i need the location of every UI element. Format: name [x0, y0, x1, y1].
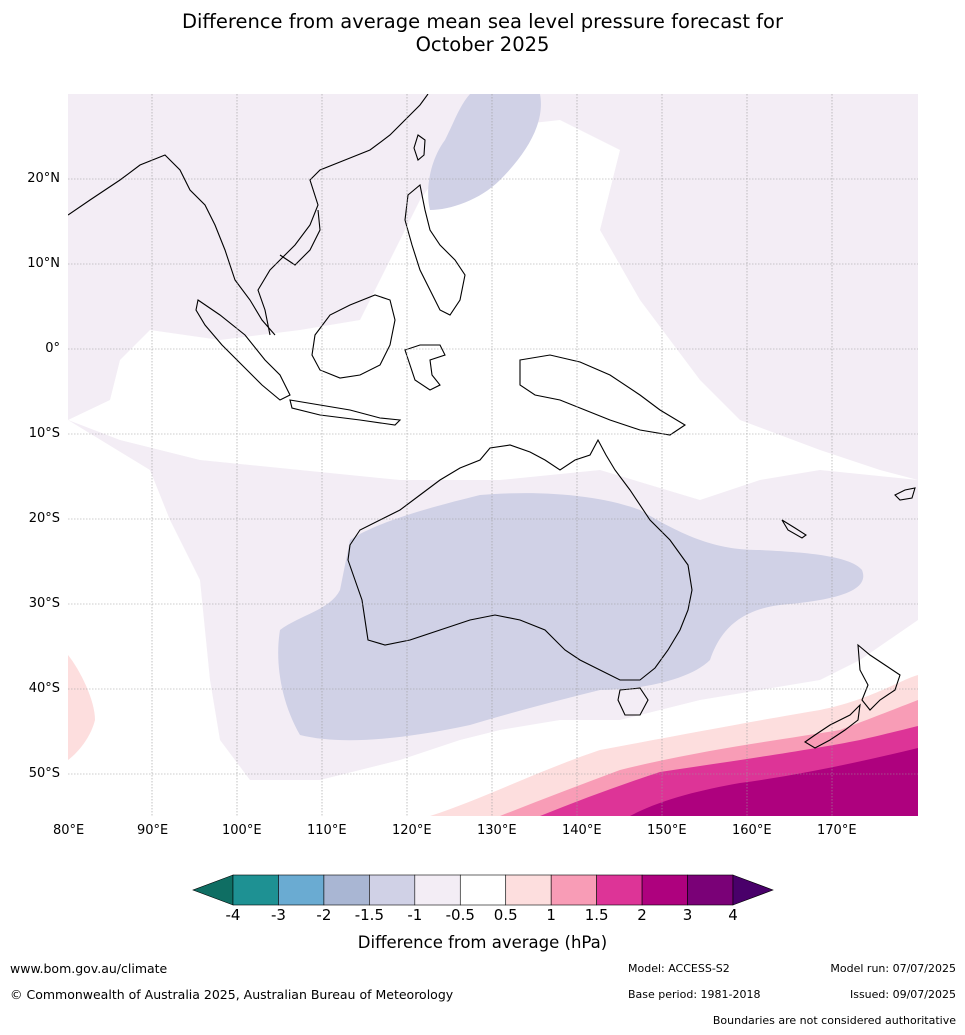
colorbar-tick-label: 1	[546, 906, 556, 924]
coastline-australia	[347, 438, 693, 681]
coastline-sulawesi	[404, 344, 446, 391]
colorbar-swatch	[687, 874, 734, 906]
colorbar-swatch	[278, 874, 325, 906]
colorbar	[192, 874, 774, 906]
lat-label: 50°S	[28, 766, 60, 781]
colorbar-tick-label: -2	[316, 906, 332, 924]
lat-label: 40°S	[28, 681, 60, 696]
anomaly-region-moderate-negative-australia	[278, 493, 864, 741]
lon-label: 90°E	[137, 823, 169, 838]
lat-label: 20°S	[28, 511, 60, 526]
copyright-text: © Commonwealth of Australia 2025, Austra…	[10, 987, 454, 1002]
colorbar-tick-label: 2	[637, 906, 647, 924]
colorbar-swatch	[369, 874, 416, 906]
lon-label: 110°E	[307, 823, 347, 838]
coastline-philippines	[404, 183, 466, 316]
colorbar-tick-label: -1	[407, 906, 423, 924]
colorbar-tick-label: -1.5	[354, 906, 384, 924]
map-title: Difference from average mean sea level p…	[0, 10, 965, 56]
colorbar-tick-label: -4	[225, 906, 241, 924]
base-period: Base period: 1981-2018	[628, 988, 761, 1001]
colorbar-tick-label: 4	[728, 906, 738, 924]
colorbar-title: Difference from average (hPa)	[357, 933, 608, 952]
lon-label: 170°E	[817, 823, 857, 838]
coastline-new-zealand-south	[803, 703, 861, 749]
coastline-new-zealand-north	[857, 643, 901, 711]
coastline-tasmania	[617, 687, 649, 716]
colorbar-tick-label: 0.5	[493, 906, 518, 924]
lon-label: 130°E	[477, 823, 517, 838]
lon-label: 150°E	[647, 823, 687, 838]
lon-label: 80°E	[53, 823, 85, 838]
colorbar-swatch	[459, 874, 507, 906]
colorbar-swatch	[414, 874, 461, 906]
lon-label: 160°E	[732, 823, 772, 838]
colorbar-tick-label: 3	[682, 906, 693, 924]
lon-label: 120°E	[392, 823, 432, 838]
lon-label: 140°E	[562, 823, 602, 838]
colorbar-swatch	[550, 874, 597, 906]
website-link[interactable]: www.bom.gov.au/climate	[10, 961, 168, 976]
coastline-new-caledonia	[781, 519, 807, 539]
disclaimer-text: Boundaries are not considered authoritat…	[712, 1014, 956, 1027]
title-line-1: Difference from average mean sea level p…	[182, 10, 783, 33]
coastline-indochina	[279, 209, 321, 266]
lon-label: 100°E	[222, 823, 262, 838]
coastline-fiji	[894, 487, 916, 501]
model-run-date: Model run: 07/07/2025	[830, 962, 956, 975]
colorbar-swatch	[596, 874, 643, 906]
anomaly-region-moderate-negative-north	[428, 94, 541, 210]
issued-date: Issued: 09/07/2025	[849, 988, 956, 1001]
coastline-taiwan	[413, 134, 426, 161]
anomaly-region-neutral-hole	[361, 450, 398, 475]
title-line-2: October 2025	[415, 33, 550, 56]
colorbar-tick-label: 1.5	[584, 906, 609, 924]
anomaly-region-positive-2	[630, 748, 918, 816]
colorbar-tick-label: -0.5	[445, 906, 475, 924]
lat-label: 10°S	[28, 426, 60, 441]
colorbar-extend-high	[732, 874, 774, 906]
colorbar-swatch	[232, 874, 279, 906]
colorbar-tick-label: -3	[270, 906, 286, 924]
anomaly-region-light-negative-edge	[68, 200, 110, 299]
colorbar-extend-low	[192, 874, 234, 906]
lat-label: 20°N	[27, 171, 60, 186]
lat-label: 0°	[45, 341, 60, 356]
colorbar-swatch	[505, 874, 552, 906]
coastline-new-guinea	[519, 354, 687, 436]
coastline-borneo	[311, 294, 396, 379]
lat-label: 10°N	[27, 256, 60, 271]
colorbar-swatch	[323, 874, 370, 906]
coastline-asia-mainland	[68, 94, 429, 336]
coastline-java	[289, 399, 402, 426]
coastlines	[68, 94, 916, 749]
anomaly-region-weak-positive-west	[68, 655, 95, 760]
colorbar-swatch	[641, 874, 688, 906]
graticule	[68, 94, 918, 816]
lat-label: 30°S	[28, 596, 60, 611]
model-name: Model: ACCESS-S2	[628, 962, 730, 975]
coastline-sumatra	[195, 299, 291, 401]
